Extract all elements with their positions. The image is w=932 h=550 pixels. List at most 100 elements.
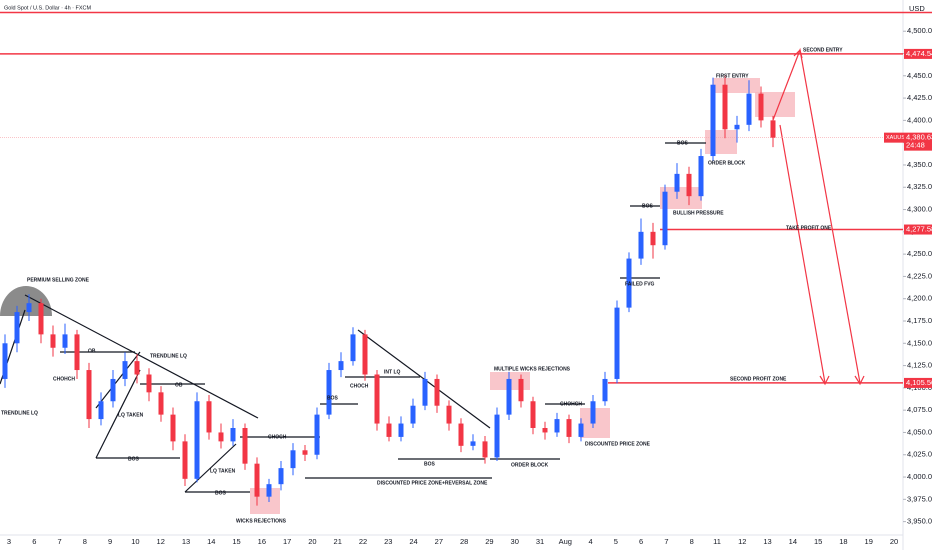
y-tick-label: 4,225.00: [907, 271, 932, 280]
trend-line: [95, 351, 141, 409]
candle-body: [434, 378, 440, 406]
annotation: ORDER BLOCK: [511, 462, 549, 468]
last-price-symbol: XAUUSD: [886, 135, 909, 141]
candle-body: [758, 93, 764, 121]
candle-body: [458, 423, 464, 446]
y-tick-label: 4,025.00: [907, 450, 932, 459]
x-tick-label: 8: [690, 537, 694, 546]
x-tick-label: 31: [536, 537, 544, 546]
annotation: ORDER BLOCK: [708, 160, 746, 166]
candle-body: [98, 401, 104, 420]
last-price-box: [904, 132, 932, 151]
x-tick-label: 9: [108, 537, 112, 546]
candle-body: [302, 450, 308, 455]
y-tick-label: 3,975.00: [907, 494, 932, 503]
annotation: CHOHCH: [53, 376, 75, 382]
x-tick-label: 12: [157, 537, 165, 546]
candle-body: [602, 378, 608, 402]
countdown: 24:48: [906, 141, 925, 150]
x-tick-label: 5: [614, 537, 618, 546]
x-tick-label: 6: [32, 537, 36, 546]
annotation: FAILED FVG: [625, 281, 655, 287]
candle-body: [230, 428, 236, 442]
x-tick-label: 28: [460, 537, 468, 546]
candle-body: [494, 414, 500, 458]
x-tick-label: 30: [511, 537, 519, 546]
candle-body: [530, 401, 536, 428]
x-tick-label: 19: [865, 537, 873, 546]
candle-body: [446, 405, 452, 424]
candle-body: [638, 231, 644, 259]
annotation: CHOCH: [268, 434, 287, 440]
candle-body: [86, 370, 92, 420]
x-tick-label: 22: [359, 537, 367, 546]
annotation: TRENDLINE LQ: [1, 410, 38, 416]
zone-box: [713, 78, 760, 93]
candle-body: [14, 312, 20, 344]
y-tick-label: 3,950.00: [907, 517, 932, 526]
candle-body: [242, 428, 248, 464]
candle-body: [506, 378, 512, 415]
last-price-box: [884, 132, 904, 143]
x-tick-label: 6: [639, 537, 643, 546]
candle-body: [578, 423, 584, 437]
x-tick-label: 10: [131, 537, 139, 546]
price-label-box: [904, 224, 932, 235]
candle-body: [686, 173, 692, 197]
candle-body: [350, 334, 356, 362]
candle-body: [146, 374, 152, 393]
x-tick-label: 16: [258, 537, 266, 546]
annotation: OB: [88, 348, 96, 354]
candle-body: [110, 378, 116, 402]
annotation: BOS: [642, 203, 654, 209]
x-tick-label: 3: [7, 537, 11, 546]
candle-body: [398, 423, 404, 437]
x-tick-label: 15: [814, 537, 822, 546]
y-tick-label: 4,300.00: [907, 205, 932, 214]
annotation: LQ TAKEN: [118, 412, 144, 418]
candle-body: [722, 84, 728, 130]
candle-body: [770, 120, 776, 138]
price-label: 4,277.58: [906, 225, 932, 234]
candle-body: [122, 361, 128, 379]
arrow-head: [854, 375, 865, 386]
x-tick-label: 13: [182, 537, 190, 546]
candle-body: [314, 414, 320, 455]
candle-body: [50, 334, 56, 348]
candle-body: [554, 419, 560, 433]
candle-body: [698, 156, 704, 197]
x-tick-label: 20: [308, 537, 316, 546]
candle-body: [566, 419, 572, 437]
annotation: CHOHCH: [560, 401, 582, 407]
candle-body: [338, 361, 344, 371]
x-tick-label: 20: [890, 537, 898, 546]
candle-body: [182, 441, 188, 479]
candle-body: [62, 334, 68, 348]
x-tick-label: 7: [664, 537, 668, 546]
y-tick-label: 4,125.00: [907, 361, 932, 370]
candle-body: [38, 303, 44, 335]
x-tick-label: 15: [232, 537, 240, 546]
candle-body: [26, 303, 32, 313]
annotation: BOS: [677, 140, 689, 146]
y-tick-label: 4,075.00: [907, 405, 932, 414]
x-tick-label: 8: [83, 537, 87, 546]
price-label: 4,105.56: [906, 378, 932, 387]
candle-body: [2, 343, 8, 379]
annotation: BULLISH PRESSURE: [673, 210, 724, 216]
candle-body: [650, 231, 656, 246]
annotation: SECOND ENTRY: [803, 47, 843, 53]
candle-body: [746, 93, 752, 125]
candle-body: [674, 173, 680, 192]
candle-body: [626, 258, 632, 308]
price-label-box: [904, 377, 932, 388]
x-tick-label: 14: [789, 537, 797, 546]
candle-body: [74, 334, 80, 371]
y-tick-label: 4,175.00: [907, 316, 932, 325]
price-label: 4,474.54: [906, 49, 932, 58]
candle-body: [542, 428, 548, 433]
candle-body: [734, 124, 740, 130]
annotation: INT LQ: [384, 369, 400, 375]
